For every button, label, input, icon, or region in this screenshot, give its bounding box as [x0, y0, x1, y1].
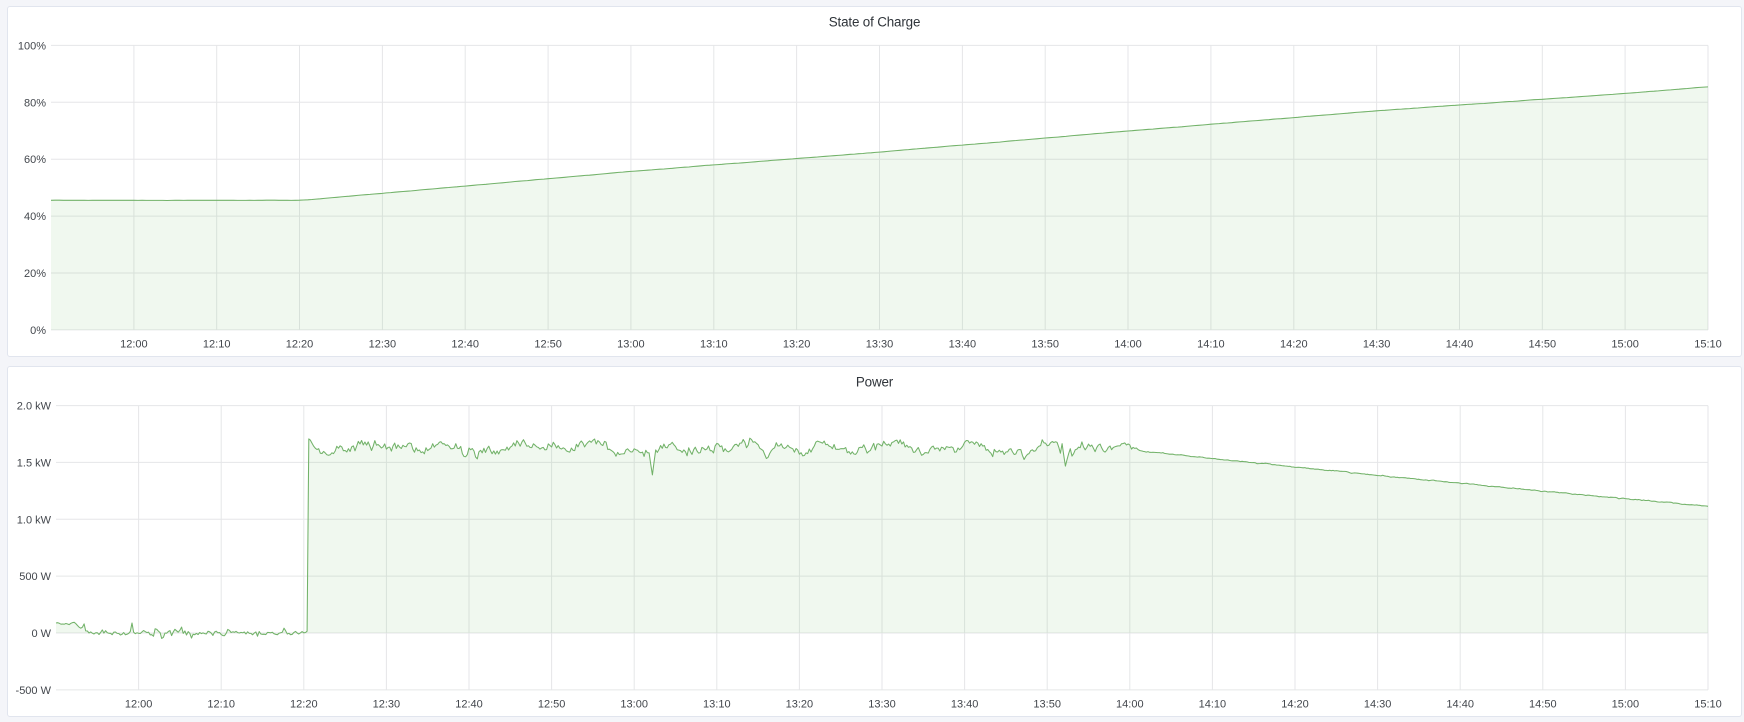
- svg-text:100%: 100%: [18, 40, 46, 52]
- svg-text:13:10: 13:10: [700, 339, 728, 351]
- svg-text:14:10: 14:10: [1197, 339, 1225, 351]
- svg-text:14:30: 14:30: [1364, 699, 1392, 711]
- svg-text:12:20: 12:20: [286, 339, 314, 351]
- svg-text:12:40: 12:40: [451, 339, 479, 351]
- svg-text:State of Charge: State of Charge: [829, 15, 921, 30]
- svg-text:13:40: 13:40: [949, 339, 977, 351]
- svg-text:14:40: 14:40: [1446, 699, 1474, 711]
- svg-text:14:00: 14:00: [1116, 699, 1144, 711]
- svg-text:14:20: 14:20: [1281, 699, 1309, 711]
- svg-text:14:50: 14:50: [1529, 699, 1557, 711]
- svg-text:1.0 kW: 1.0 kW: [17, 514, 52, 526]
- svg-text:13:00: 13:00: [617, 339, 645, 351]
- svg-text:60%: 60%: [24, 154, 46, 166]
- svg-text:13:50: 13:50: [1033, 699, 1061, 711]
- svg-text:12:40: 12:40: [455, 699, 483, 711]
- svg-text:0 W: 0 W: [31, 628, 51, 640]
- svg-text:12:20: 12:20: [290, 699, 318, 711]
- svg-text:0%: 0%: [30, 325, 46, 337]
- svg-text:-500 W: -500 W: [16, 685, 52, 697]
- svg-text:14:20: 14:20: [1280, 339, 1308, 351]
- svg-text:13:00: 13:00: [620, 699, 648, 711]
- svg-text:15:10: 15:10: [1694, 699, 1722, 711]
- svg-text:12:10: 12:10: [203, 339, 231, 351]
- svg-text:20%: 20%: [24, 268, 46, 280]
- svg-text:2.0 kW: 2.0 kW: [17, 401, 52, 413]
- svg-text:14:50: 14:50: [1529, 339, 1557, 351]
- svg-text:12:50: 12:50: [534, 339, 562, 351]
- svg-text:15:00: 15:00: [1611, 339, 1639, 351]
- svg-text:500 W: 500 W: [19, 571, 51, 583]
- svg-text:13:10: 13:10: [703, 699, 731, 711]
- svg-text:12:00: 12:00: [120, 339, 148, 351]
- svg-text:12:30: 12:30: [373, 699, 401, 711]
- svg-text:13:20: 13:20: [783, 339, 811, 351]
- svg-text:14:40: 14:40: [1446, 339, 1474, 351]
- svg-text:12:30: 12:30: [369, 339, 397, 351]
- svg-text:14:30: 14:30: [1363, 339, 1391, 351]
- svg-text:15:10: 15:10: [1694, 339, 1722, 351]
- svg-text:13:20: 13:20: [786, 699, 814, 711]
- svg-text:40%: 40%: [24, 211, 46, 223]
- svg-text:13:40: 13:40: [951, 699, 979, 711]
- svg-text:14:10: 14:10: [1199, 699, 1227, 711]
- svg-text:14:00: 14:00: [1114, 339, 1142, 351]
- svg-text:1.5 kW: 1.5 kW: [17, 457, 52, 469]
- svg-text:12:10: 12:10: [207, 699, 235, 711]
- svg-text:12:50: 12:50: [538, 699, 566, 711]
- svg-text:15:00: 15:00: [1612, 699, 1640, 711]
- svg-text:Power: Power: [856, 375, 894, 390]
- svg-text:80%: 80%: [24, 97, 46, 109]
- svg-text:13:50: 13:50: [1031, 339, 1059, 351]
- svg-text:12:00: 12:00: [125, 699, 153, 711]
- svg-text:13:30: 13:30: [866, 339, 894, 351]
- svg-text:13:30: 13:30: [868, 699, 896, 711]
